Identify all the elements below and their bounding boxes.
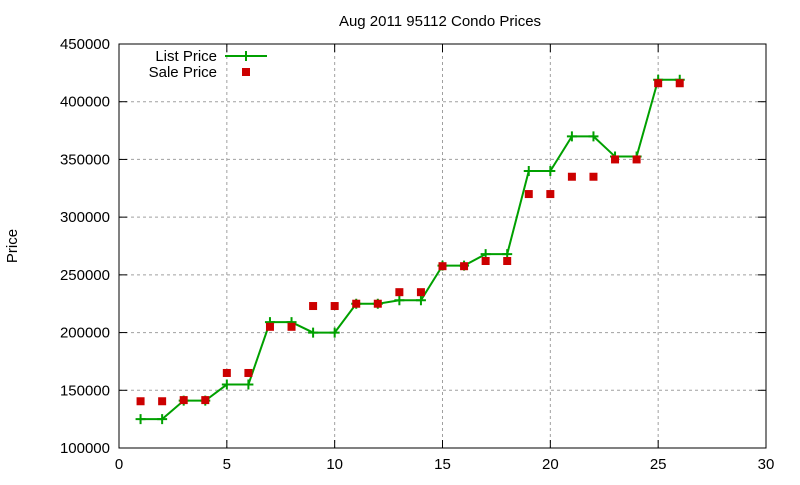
sale-price-point <box>287 322 296 331</box>
list-price-point <box>157 414 168 425</box>
plot-frame <box>118 43 767 449</box>
list-price-line <box>140 78 680 421</box>
y-tick-label: 200000 <box>60 325 110 342</box>
x-tick-label: 30 <box>758 456 775 473</box>
y-axis-label: Price <box>4 229 21 263</box>
y-tick-label: 100000 <box>60 440 110 457</box>
sale-price-point <box>481 257 490 266</box>
sale-price-point <box>589 172 598 181</box>
list-price-point <box>394 295 405 306</box>
series-layer <box>135 74 685 425</box>
list-price-point <box>329 327 340 338</box>
list-price-point <box>135 414 146 425</box>
sale-price-point <box>632 155 641 164</box>
legend-marker-sale-price <box>242 68 250 76</box>
sale-price-point <box>222 368 231 377</box>
y-tick-label: 450000 <box>60 36 110 53</box>
list-price-point <box>308 327 319 338</box>
sale-price-point <box>244 368 253 377</box>
x-tick-label: 0 <box>115 456 123 473</box>
y-tick-label: 300000 <box>60 209 110 226</box>
sale-price-point <box>416 288 425 297</box>
x-tick-label: 5 <box>223 456 231 473</box>
legend: List Price Sale Price <box>149 48 267 81</box>
chart-title: Aug 2011 95112 Condo Prices <box>339 13 541 30</box>
legend-label-list-price: List Price <box>155 48 217 65</box>
sale-price-point <box>675 79 684 88</box>
sale-price-point <box>395 288 404 297</box>
x-tick-label: 10 <box>326 456 343 473</box>
sale-price-point <box>136 397 145 406</box>
sale-price-point <box>265 322 274 331</box>
grid <box>119 44 766 448</box>
list-price-point <box>566 131 577 142</box>
x-tick-label: 15 <box>434 456 451 473</box>
sale-price-point <box>503 257 512 266</box>
x-tick-label: 25 <box>650 456 667 473</box>
list-price-point <box>415 295 426 306</box>
legend-label-sale-price: Sale Price <box>149 64 217 81</box>
x-tick-label: 20 <box>542 456 559 473</box>
sale-price-point <box>438 262 447 271</box>
y-tick-label: 250000 <box>60 267 110 284</box>
sale-price-point <box>158 397 167 406</box>
sale-price-point <box>330 302 339 311</box>
sale-price-point <box>567 172 576 181</box>
sale-price-point <box>654 79 663 88</box>
sale-price-point <box>201 396 210 405</box>
sale-price-point <box>546 190 555 199</box>
sale-price-point <box>352 299 361 308</box>
list-price-point <box>545 165 556 176</box>
sale-price-point <box>524 190 533 199</box>
sale-price-point <box>460 262 469 271</box>
sale-price-point <box>309 302 318 311</box>
legend-marker-list-price <box>241 51 251 61</box>
list-price-point <box>221 379 232 390</box>
y-tick-label: 350000 <box>60 151 110 168</box>
sale-price-point <box>179 396 188 405</box>
sale-price-point <box>611 155 620 164</box>
sale-price-point <box>373 299 382 308</box>
list-price-point <box>588 131 599 142</box>
list-price-point <box>523 165 534 176</box>
y-tick-label: 400000 <box>60 94 110 111</box>
y-tick-label: 150000 <box>60 382 110 399</box>
list-price-point <box>243 379 254 390</box>
